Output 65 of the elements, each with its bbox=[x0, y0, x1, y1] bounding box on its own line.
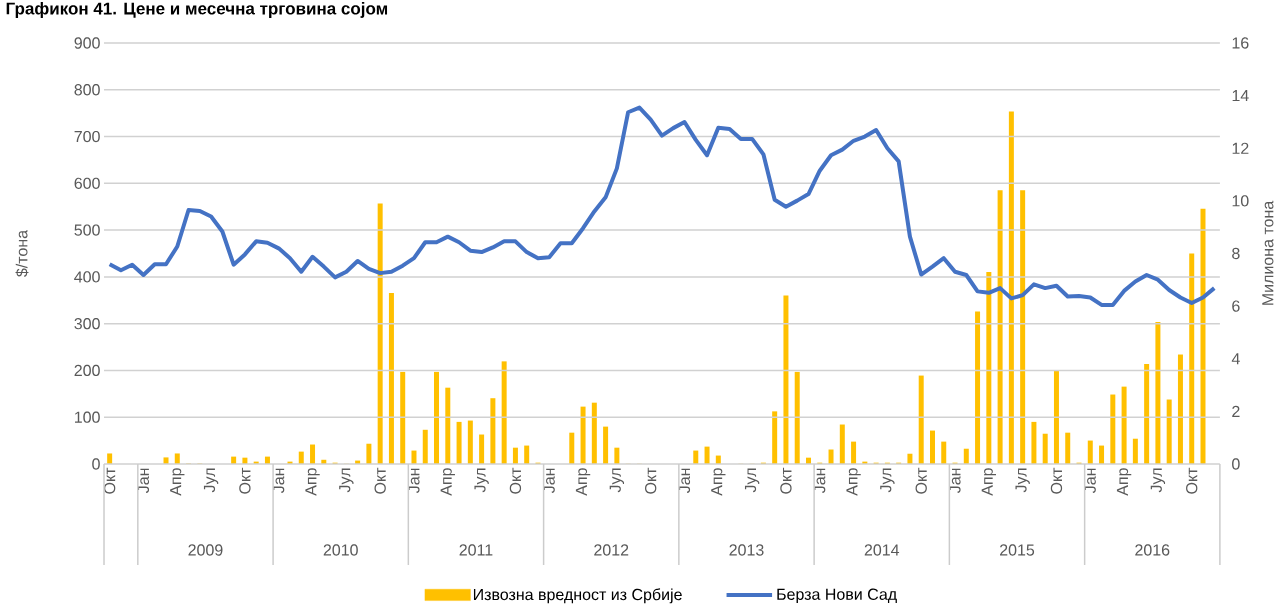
y2-tick-label: 0 bbox=[1232, 458, 1240, 470]
x-tick-label: Јул bbox=[1015, 468, 1030, 493]
text: 2009 bbox=[188, 544, 223, 556]
y2-tick-label: 2 bbox=[1232, 405, 1240, 417]
x-tick-label: Окт bbox=[239, 467, 251, 494]
legend-label: Извозна вредност из Србије bbox=[473, 588, 682, 604]
y-tick-label: 400 bbox=[74, 271, 100, 283]
y2-tick-label: 14 bbox=[1232, 90, 1249, 102]
x-tick-label: Апр bbox=[711, 468, 726, 496]
x-tick-label: Јан bbox=[814, 468, 826, 493]
x-tick-label: Јул bbox=[744, 468, 760, 493]
y-tick-label: 700 bbox=[74, 130, 100, 143]
x-tick-label: Апр bbox=[981, 468, 996, 496]
x-tick-label: Окт bbox=[915, 467, 927, 494]
x-tick-label: Окт bbox=[374, 467, 386, 494]
y2-tick-label: 10 bbox=[1232, 195, 1249, 207]
x-tick-label: Окт bbox=[103, 467, 116, 494]
text: 2011 bbox=[459, 544, 493, 556]
y2-tick-label: 16 bbox=[1232, 37, 1249, 49]
x-tick-label: Јул bbox=[880, 468, 895, 493]
text: 2014 bbox=[864, 544, 900, 556]
y-tick-label: 600 bbox=[74, 177, 100, 189]
y-axis-title: $/тона bbox=[15, 229, 29, 277]
y-tick-label: 300 bbox=[74, 318, 100, 330]
y2-tick-label: 12 bbox=[1232, 142, 1249, 154]
x-tick-label: Јул bbox=[339, 468, 354, 493]
x-tick-label: Апр bbox=[305, 468, 320, 496]
x-tick-label: Јул bbox=[474, 468, 489, 493]
x-tick-label: Апр bbox=[440, 468, 455, 496]
x-tick-label: Јан bbox=[273, 468, 285, 493]
x-tick-label: Јан bbox=[543, 468, 555, 493]
x-tick-label: Јул bbox=[203, 468, 219, 493]
legend-label: Берза Нови Сад bbox=[777, 588, 897, 604]
x-tick-label: Апр bbox=[846, 468, 861, 496]
y2-axis-title: Милиона тона bbox=[1262, 200, 1274, 305]
x-tick-label: Окт bbox=[509, 467, 522, 494]
x-tick-label: Апр bbox=[1116, 468, 1132, 496]
x-tick-label: Окт bbox=[645, 467, 657, 494]
y2-tick-label: 6 bbox=[1232, 300, 1240, 312]
text: 2013 bbox=[729, 544, 764, 556]
y-tick-label: 100 bbox=[75, 411, 100, 423]
text: 2010 bbox=[323, 544, 358, 556]
y-tick-label: 200 bbox=[74, 364, 100, 377]
x-tick-label: Апр bbox=[575, 468, 591, 496]
text: 2015 bbox=[1000, 544, 1035, 556]
x-tick-label: Јан bbox=[408, 468, 420, 493]
text: 2016 bbox=[1135, 544, 1170, 556]
x-tick-label: Јан bbox=[949, 468, 961, 493]
x-tick-label: Окт bbox=[780, 467, 792, 494]
x-tick-label: Јан bbox=[678, 468, 691, 493]
x-tick-label: Окт bbox=[1050, 467, 1063, 494]
x-tick-label: Окт bbox=[1186, 467, 1198, 494]
y-tick-label: 900 bbox=[74, 37, 100, 49]
text: 2012 bbox=[594, 544, 629, 556]
y-tick-label: 0 bbox=[92, 458, 100, 470]
y-tick-label: 800 bbox=[74, 84, 100, 96]
x-tick-label: Апр bbox=[170, 468, 185, 496]
x-tick-label: Јан bbox=[1084, 468, 1096, 493]
chart-title: Графикон 41. Цене и месечна трговина сојом bbox=[6, 2, 388, 18]
x-tick-label: Јул bbox=[609, 468, 625, 493]
y2-tick-label: 4 bbox=[1231, 353, 1240, 365]
x-tick-label: Јан bbox=[137, 468, 150, 493]
x-tick-label: Јул bbox=[1150, 468, 1166, 493]
y2-tick-label: 8 bbox=[1232, 247, 1240, 260]
y-tick-label: 500 bbox=[74, 224, 100, 236]
